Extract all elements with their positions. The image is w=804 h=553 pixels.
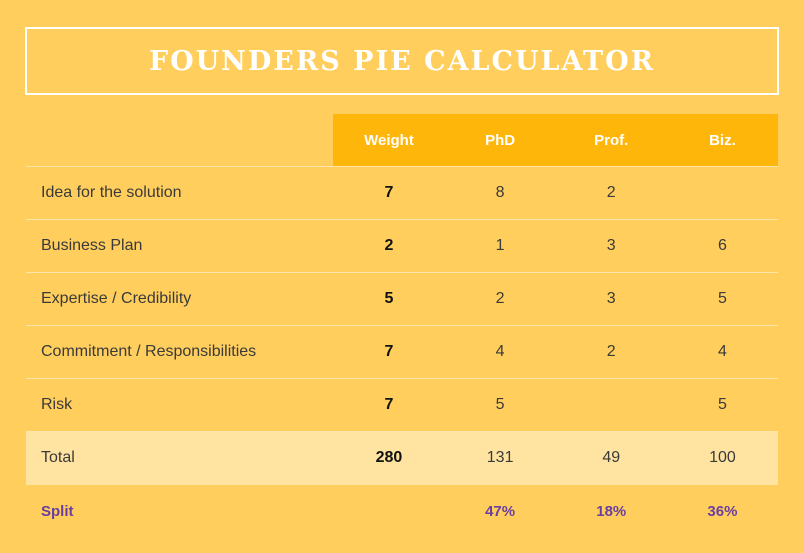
row-biz-score[interactable]: 6	[717, 237, 727, 254]
table-row: Risk 7 5 5	[26, 379, 778, 432]
row-weight[interactable]: 7	[384, 343, 394, 360]
split-prof: 18%	[596, 503, 627, 520]
row-phd-score[interactable]: 5	[495, 396, 505, 413]
row-label: Idea for the solution	[41, 184, 182, 201]
row-label: Commitment / Responsibilities	[41, 343, 257, 360]
total-label: Total	[41, 449, 75, 467]
header-biz: Biz.	[666, 114, 778, 167]
row-biz-score[interactable]: 4	[717, 343, 727, 360]
row-biz-score[interactable]: 5	[717, 290, 727, 307]
table-row: Idea for the solution 7 8 2	[26, 167, 778, 220]
row-prof-score[interactable]: 2	[606, 184, 616, 201]
row-biz-score[interactable]: 5	[717, 396, 727, 413]
row-phd-score[interactable]: 8	[495, 184, 505, 201]
row-prof-score[interactable]: 2	[606, 343, 616, 360]
row-weight[interactable]: 7	[384, 396, 394, 413]
title-box: FOUNDERS PIE CALCULATOR	[25, 27, 779, 95]
split-biz: 36%	[707, 503, 738, 520]
total-prof: 49	[602, 449, 621, 467]
total-weight: 280	[375, 449, 403, 467]
table-row: Business Plan 2 1 3 6	[26, 220, 778, 273]
table-row: Expertise / Credibility 5 2 3 5	[26, 273, 778, 326]
header-phd: PhD	[444, 114, 556, 167]
row-weight[interactable]: 7	[384, 184, 394, 201]
row-label: Expertise / Credibility	[41, 290, 192, 307]
split-row: Split 47% 18% 36%	[26, 485, 778, 539]
row-biz-score[interactable]	[667, 167, 778, 220]
header-blank-cell	[26, 114, 333, 167]
row-phd-score[interactable]: 1	[495, 237, 505, 254]
split-weight-empty	[333, 485, 444, 539]
header-weight: Weight	[333, 114, 445, 167]
row-label: Business Plan	[41, 237, 143, 254]
total-biz: 100	[709, 449, 736, 467]
row-phd-score[interactable]: 4	[495, 343, 505, 360]
row-weight[interactable]: 5	[384, 290, 394, 307]
row-label: Risk	[41, 396, 73, 413]
founders-pie-table: Weight PhD Prof. Biz. Idea for the solut…	[26, 114, 778, 539]
table-header-row: Weight PhD Prof. Biz.	[26, 114, 778, 167]
split-phd: 47%	[485, 503, 516, 520]
total-row: Total 280 131 49 100	[26, 431, 778, 485]
row-prof-score[interactable]	[556, 379, 667, 432]
table-row: Commitment / Responsibilities 7 4 2 4	[26, 326, 778, 379]
row-prof-score[interactable]: 3	[606, 237, 616, 254]
split-label: Split	[41, 503, 74, 520]
total-phd: 131	[486, 449, 514, 467]
header-prof: Prof.	[555, 114, 667, 167]
page-title: FOUNDERS PIE CALCULATOR	[148, 45, 656, 77]
row-prof-score[interactable]: 3	[606, 290, 616, 307]
row-weight[interactable]: 2	[384, 237, 394, 254]
row-phd-score[interactable]: 2	[495, 290, 505, 307]
